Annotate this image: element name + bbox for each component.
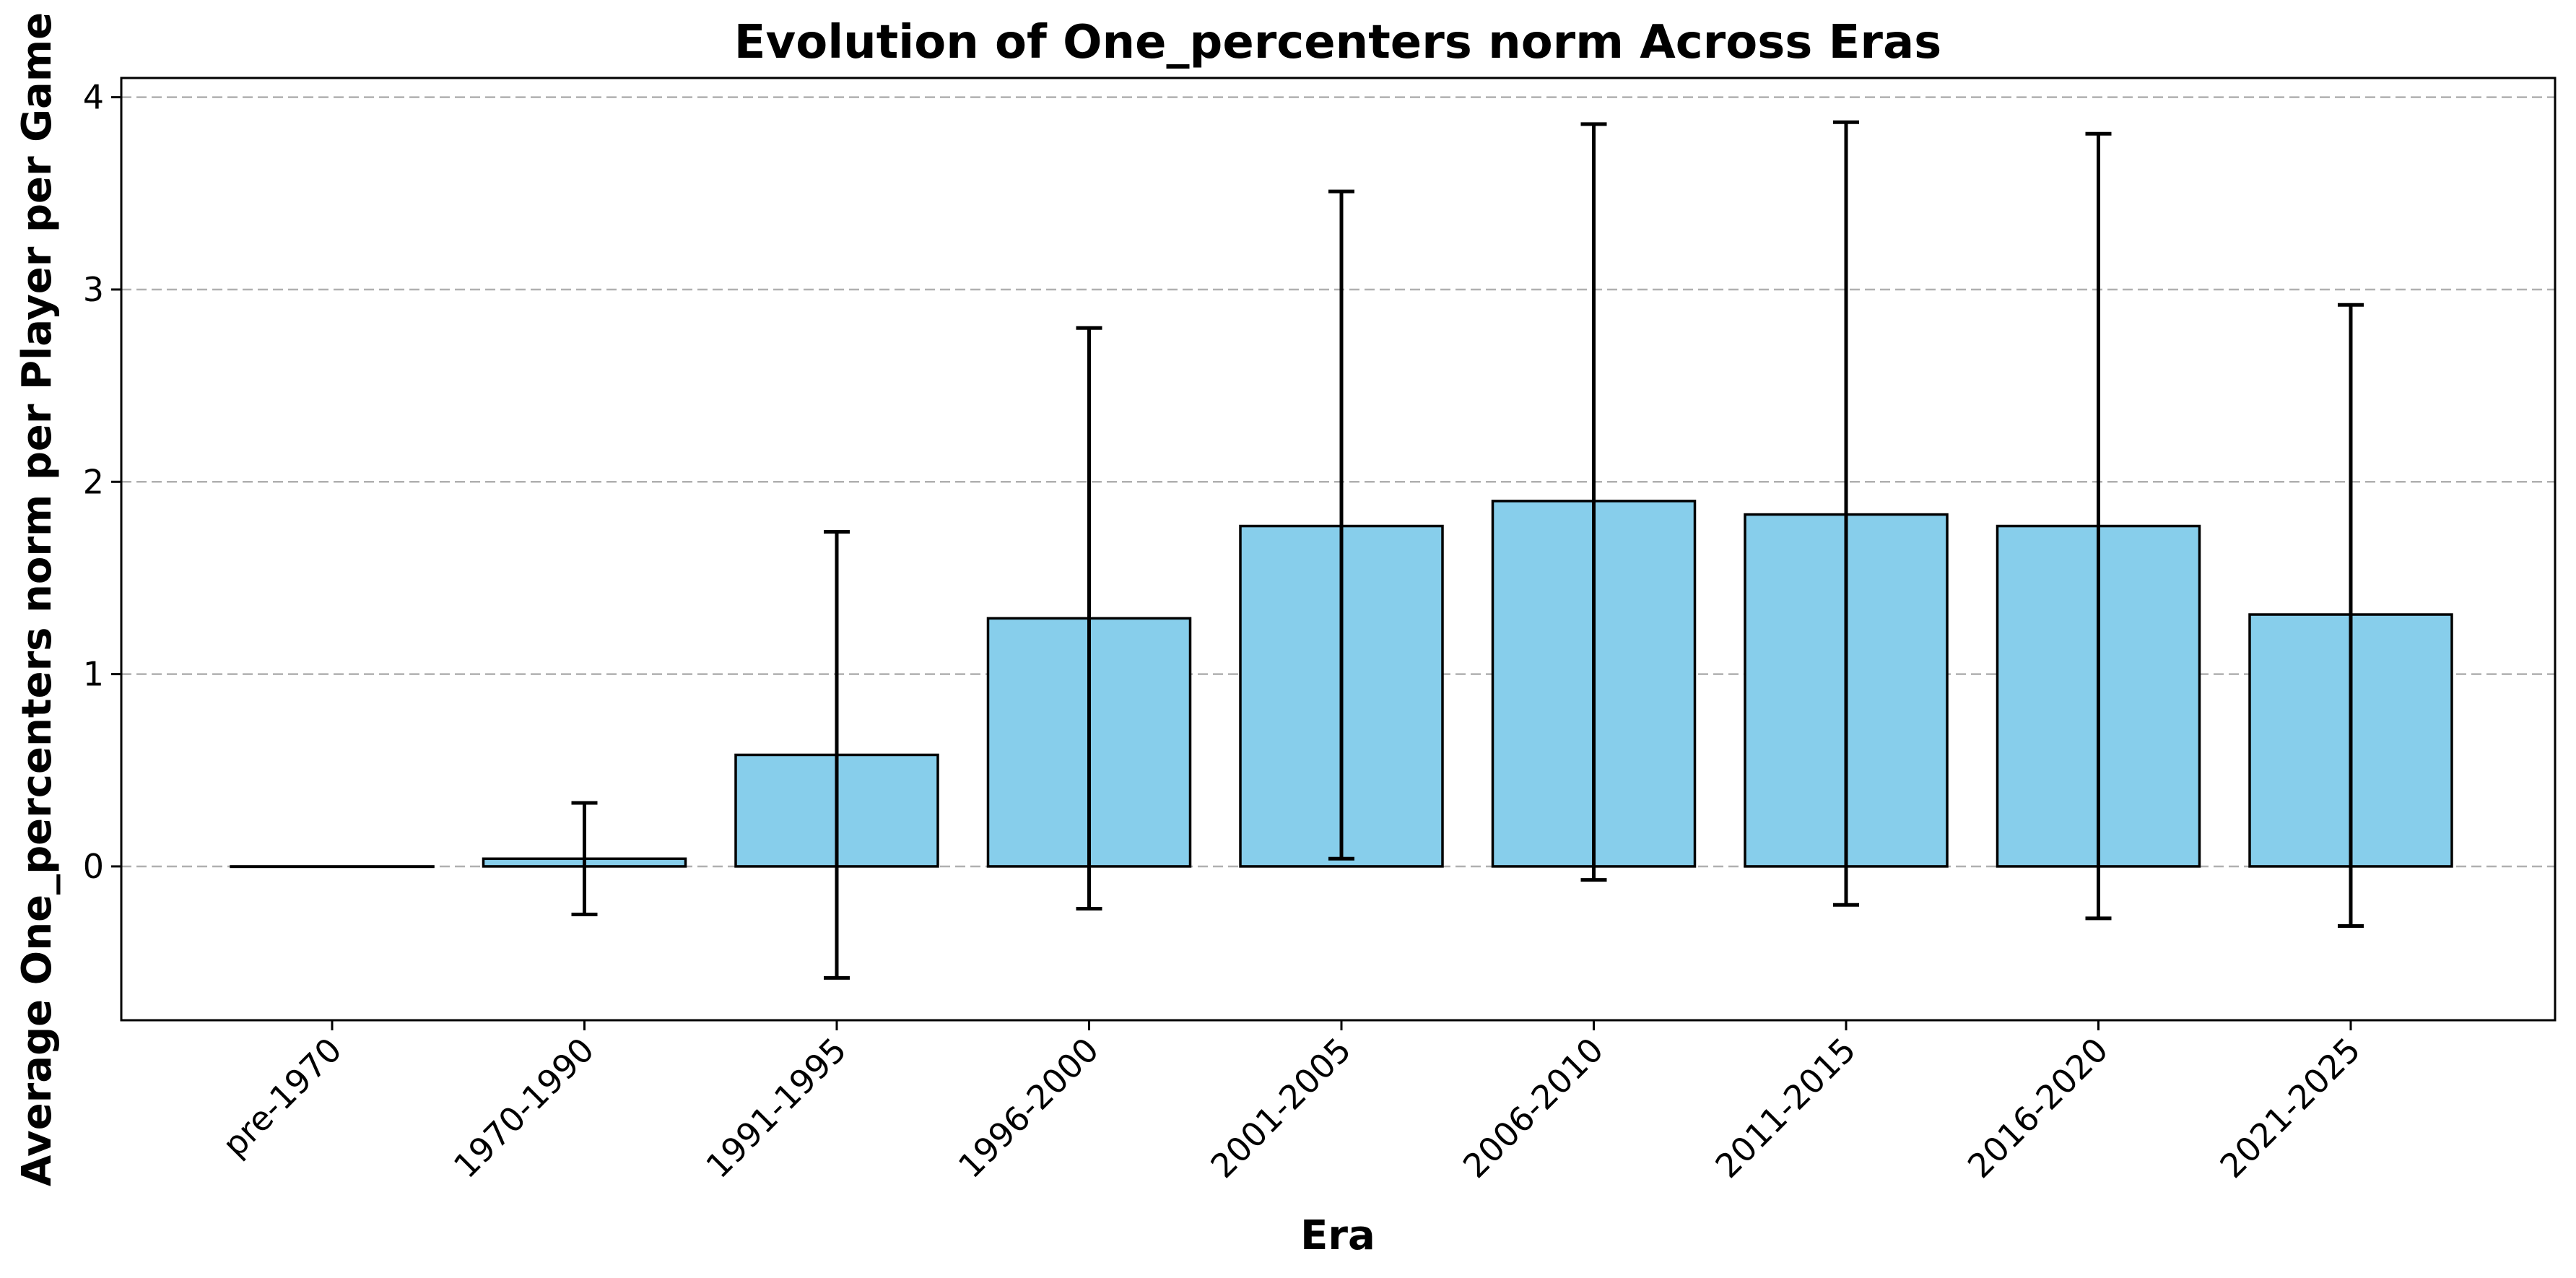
x-tick-label: 2006-2010 xyxy=(1455,1030,1611,1186)
plot-frame xyxy=(120,77,2557,1022)
x-tick-label: 1991-1995 xyxy=(698,1030,853,1186)
y-tick-label: 3 xyxy=(83,270,104,309)
y-tick-label: 0 xyxy=(83,847,104,886)
x-tick-label: 1970-1990 xyxy=(446,1030,601,1186)
x-tick-label: 1996-2000 xyxy=(951,1030,1106,1186)
x-tick-label: 2001-2005 xyxy=(1203,1030,1358,1186)
x-tick-label: 2021-2025 xyxy=(2212,1030,2367,1186)
error-bars xyxy=(571,120,2364,980)
y-tick-label: 4 xyxy=(83,78,104,117)
x-axis-label: Era xyxy=(1300,1212,1375,1259)
chart-title: Evolution of One_percenters norm Across … xyxy=(734,16,1941,69)
x-axis-ticks: pre-1970 1970-1990 1991-1995 1996-2000 2001-… xyxy=(215,1020,2368,1186)
y-axis-ticks: 0 1 2 3 4 xyxy=(83,78,121,886)
y-tick-label: 1 xyxy=(83,655,104,694)
y-tick-label: 2 xyxy=(83,462,104,501)
y-axis-label: Average One_percenters norm per Player p… xyxy=(14,12,61,1186)
x-tick-label: 2011-2015 xyxy=(1707,1030,1863,1186)
x-tick-label: 2016-2020 xyxy=(1960,1030,2115,1186)
x-tick-label: pre-1970 xyxy=(215,1030,349,1165)
bar xyxy=(230,865,435,869)
